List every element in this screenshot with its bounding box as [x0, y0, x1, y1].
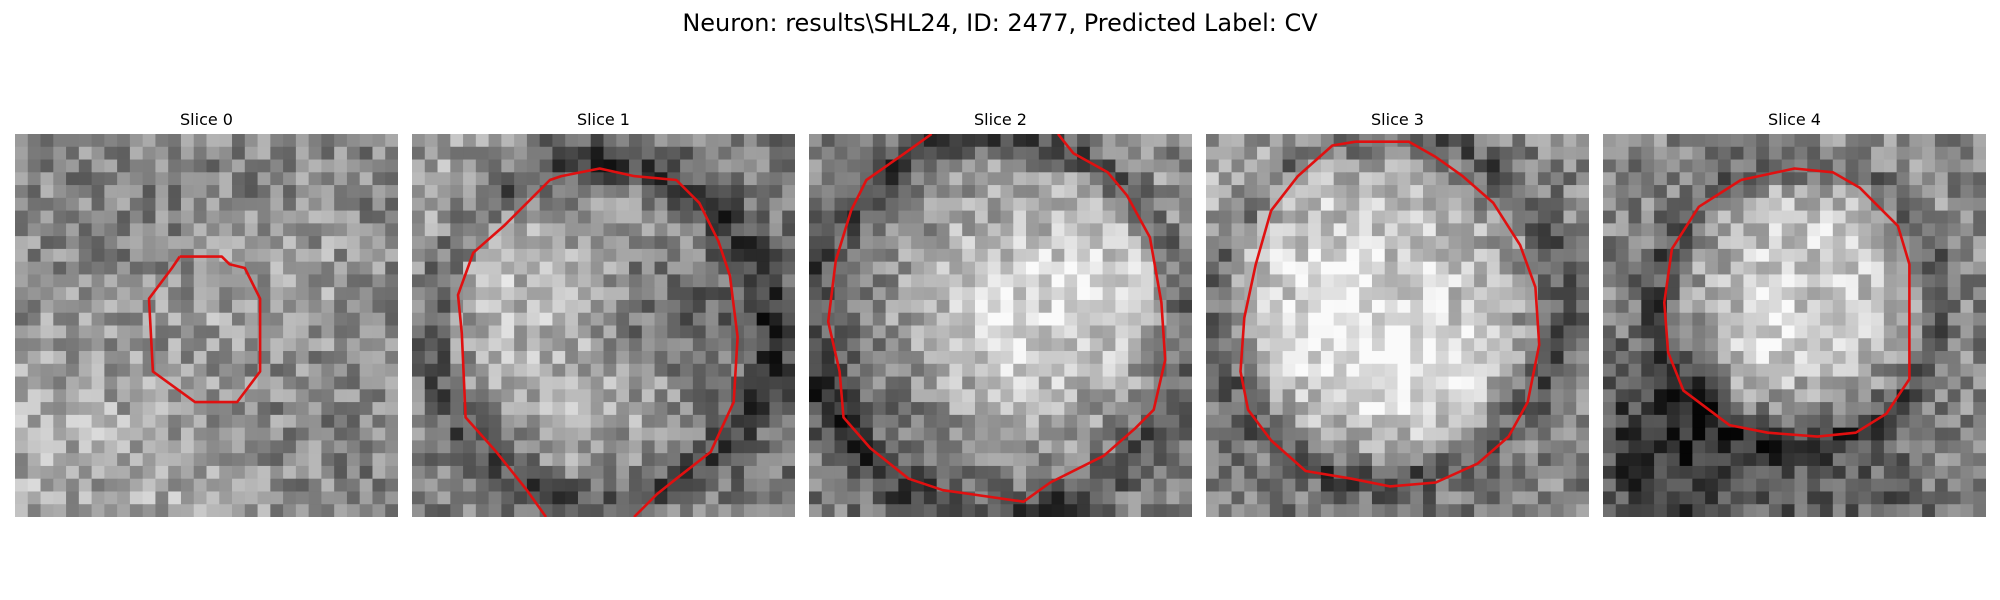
- slice-image: [412, 134, 795, 517]
- figure-title: Neuron: results\SHL24, ID: 2477, Predict…: [682, 9, 1318, 37]
- neuron-contour: [456, 167, 739, 517]
- slice-image: [15, 134, 398, 517]
- slice-panel-2: Slice 2: [809, 110, 1192, 517]
- pixel-grid: [15, 134, 398, 517]
- slice-panel-4: Slice 4: [1603, 110, 1986, 517]
- neuron-contour: [1662, 167, 1911, 438]
- slice-image: [1603, 134, 1986, 517]
- pixel-grid: [1206, 134, 1589, 517]
- slice-image: [1206, 134, 1589, 517]
- pixel-grid: [412, 134, 795, 517]
- slice-title: Slice 3: [1371, 110, 1424, 129]
- slice-panel-3: Slice 3: [1206, 110, 1589, 517]
- neuron-contour: [826, 134, 1167, 504]
- slice-title: Slice 1: [577, 110, 630, 129]
- pixel-grid: [809, 134, 1192, 517]
- slice-panel-1: Slice 1: [412, 110, 795, 517]
- neuron-contour: [1239, 140, 1541, 488]
- neuron-contour: [147, 255, 262, 404]
- pixel-grid: [1603, 134, 1986, 517]
- slice-title: Slice 2: [974, 110, 1027, 129]
- slice-image: [809, 134, 1192, 517]
- slice-title: Slice 0: [180, 110, 233, 129]
- slice-panel-0: Slice 0: [15, 110, 398, 517]
- slice-title: Slice 4: [1768, 110, 1821, 129]
